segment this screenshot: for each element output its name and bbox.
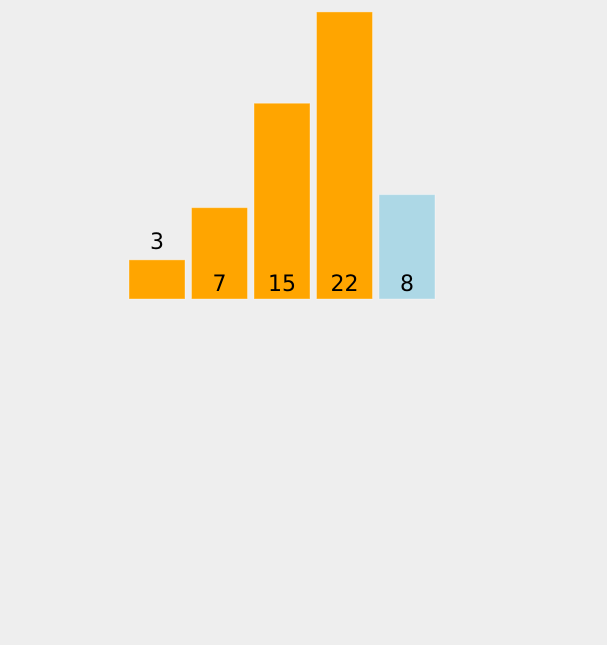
bar-2 (191, 207, 248, 300)
data-label-5: 8 (400, 272, 414, 297)
bar-4 (316, 11, 373, 300)
bar-5 (378, 194, 436, 300)
data-label-3: 15 (268, 272, 296, 297)
bar-1 (128, 259, 186, 300)
bar-3 (253, 102, 311, 300)
data-label-4: 22 (331, 272, 359, 297)
data-label-2: 7 (213, 272, 227, 297)
data-label-1: 3 (150, 230, 164, 255)
